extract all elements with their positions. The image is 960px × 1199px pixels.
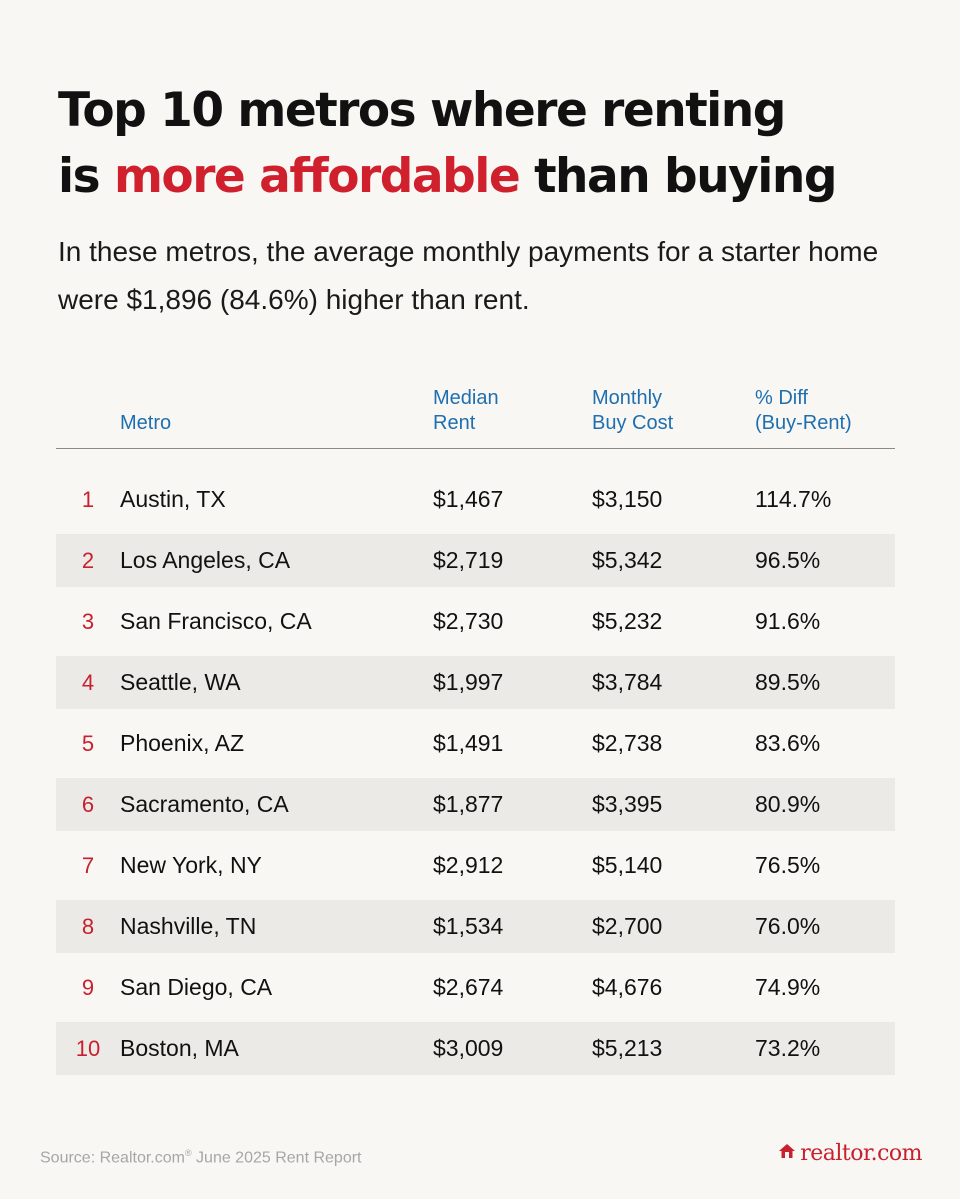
realtor-logo: realtor.com bbox=[778, 1141, 922, 1166]
rank-cell: 1 bbox=[56, 465, 120, 530]
percent-diff-cell: 74.9% bbox=[755, 953, 895, 1018]
rank-cell: 3 bbox=[56, 587, 120, 652]
buy-cost-cell: $5,213 bbox=[592, 1014, 755, 1075]
table-header-row: Metro Median Rent Monthly Buy Cost % Diff (… bbox=[56, 382, 895, 449]
metro-cell: New York, NY bbox=[120, 831, 433, 896]
brand-wordmark: realtor.com bbox=[800, 1141, 922, 1166]
percent-diff-cell: 96.5% bbox=[755, 526, 895, 591]
subtitle: In these metros, the average monthly pay… bbox=[58, 236, 879, 315]
registered-mark: ® bbox=[184, 1148, 192, 1158]
header-metro: Metro bbox=[120, 382, 433, 449]
percent-diff-cell: 83.6% bbox=[755, 709, 895, 774]
header-buy-line-2: Buy Cost bbox=[592, 412, 674, 434]
metro-cell: Austin, TX bbox=[120, 465, 433, 530]
median-rent-cell: $2,674 bbox=[433, 953, 592, 1018]
header-buy-line-1: Monthly bbox=[592, 387, 663, 409]
median-rent-cell: $3,009 bbox=[433, 1014, 592, 1075]
rank-cell: 2 bbox=[56, 526, 120, 591]
headline-line-1: Top 10 metros where renting bbox=[58, 83, 786, 138]
table-body: 1 Austin, TX $1,467 $3,150 114.7% 2 Los … bbox=[56, 449, 895, 1075]
buy-cost-cell: $5,232 bbox=[592, 587, 755, 652]
headline-line-2-suffix: than buying bbox=[519, 149, 837, 204]
buy-cost-cell: $2,738 bbox=[592, 709, 755, 774]
house-icon bbox=[778, 1142, 796, 1165]
median-rent-cell: $2,719 bbox=[433, 526, 592, 591]
source-prefix: Source: Realtor.com bbox=[40, 1149, 185, 1167]
metro-table: Metro Median Rent Monthly Buy Cost % Diff (… bbox=[56, 382, 895, 1075]
header-rent-line-2: Rent bbox=[433, 412, 476, 434]
table-row: 9 San Diego, CA $2,674 $4,676 74.9% bbox=[56, 953, 895, 1018]
headline: Top 10 metros where renting is more affo… bbox=[58, 78, 938, 210]
table-row: 1 Austin, TX $1,467 $3,150 114.7% bbox=[56, 465, 895, 530]
headline-accent: more affordable bbox=[113, 149, 521, 204]
percent-diff-cell: 76.5% bbox=[755, 831, 895, 896]
header-diff-line-1: % Diff bbox=[755, 387, 808, 409]
table-row: 10 Boston, MA $3,009 $5,213 73.2% bbox=[56, 1014, 895, 1075]
header-median-rent: Median Rent bbox=[433, 382, 592, 449]
metro-cell: Boston, MA bbox=[120, 1014, 433, 1075]
rank-cell: 8 bbox=[56, 892, 120, 957]
header-monthly-buy-cost: Monthly Buy Cost bbox=[592, 382, 755, 449]
buy-cost-cell: $3,784 bbox=[592, 648, 755, 713]
rank-cell: 4 bbox=[56, 648, 120, 713]
rank-cell: 9 bbox=[56, 953, 120, 1018]
header-percent-diff: % Diff (Buy-Rent) bbox=[755, 382, 895, 449]
table-row: 7 New York, NY $2,912 $5,140 76.5% bbox=[56, 831, 895, 896]
rank-cell: 10 bbox=[56, 1014, 120, 1075]
rank-cell: 6 bbox=[56, 770, 120, 835]
rank-cell: 7 bbox=[56, 831, 120, 896]
metro-cell: Los Angeles, CA bbox=[120, 526, 433, 591]
header-diff-line-2: (Buy-Rent) bbox=[755, 412, 852, 434]
table-row: 3 San Francisco, CA $2,730 $5,232 91.6% bbox=[56, 587, 895, 652]
metro-cell: Seattle, WA bbox=[120, 648, 433, 713]
header-metro-label: Metro bbox=[120, 412, 172, 434]
metro-cell: San Diego, CA bbox=[120, 953, 433, 1018]
table-row: 8 Nashville, TN $1,534 $2,700 76.0% bbox=[56, 892, 895, 957]
metro-cell: Nashville, TN bbox=[120, 892, 433, 957]
table-row: 6 Sacramento, CA $1,877 $3,395 80.9% bbox=[56, 770, 895, 835]
buy-cost-cell: $3,150 bbox=[592, 465, 755, 530]
median-rent-cell: $1,491 bbox=[433, 709, 592, 774]
median-rent-cell: $1,467 bbox=[433, 465, 592, 530]
metro-cell: Phoenix, AZ bbox=[120, 709, 433, 774]
median-rent-cell: $1,534 bbox=[433, 892, 592, 957]
median-rent-cell: $2,730 bbox=[433, 587, 592, 652]
rank-cell: 5 bbox=[56, 709, 120, 774]
percent-diff-cell: 91.6% bbox=[755, 587, 895, 652]
headline-line-2-prefix: is bbox=[58, 149, 114, 204]
source-suffix: June 2025 Rent Report bbox=[191, 1149, 362, 1167]
header-rank bbox=[56, 382, 120, 449]
source-note: Source: Realtor.com® June 2025 Rent Repo… bbox=[40, 1148, 361, 1167]
percent-diff-cell: 73.2% bbox=[755, 1014, 895, 1075]
table-row: 2 Los Angeles, CA $2,719 $5,342 96.5% bbox=[56, 526, 895, 591]
table-row: 5 Phoenix, AZ $1,491 $2,738 83.6% bbox=[56, 709, 895, 774]
percent-diff-cell: 89.5% bbox=[755, 648, 895, 713]
buy-cost-cell: $5,140 bbox=[592, 831, 755, 896]
header-rent-line-1: Median bbox=[433, 387, 499, 409]
percent-diff-cell: 76.0% bbox=[755, 892, 895, 957]
table-spacer bbox=[56, 449, 895, 470]
metro-cell: San Francisco, CA bbox=[120, 587, 433, 652]
buy-cost-cell: $5,342 bbox=[592, 526, 755, 591]
metro-cell: Sacramento, CA bbox=[120, 770, 433, 835]
median-rent-cell: $1,877 bbox=[433, 770, 592, 835]
buy-cost-cell: $4,676 bbox=[592, 953, 755, 1018]
median-rent-cell: $2,912 bbox=[433, 831, 592, 896]
buy-cost-cell: $2,700 bbox=[592, 892, 755, 957]
percent-diff-cell: 114.7% bbox=[755, 465, 895, 530]
table-row: 4 Seattle, WA $1,997 $3,784 89.5% bbox=[56, 648, 895, 713]
median-rent-cell: $1,997 bbox=[433, 648, 592, 713]
buy-cost-cell: $3,395 bbox=[592, 770, 755, 835]
percent-diff-cell: 80.9% bbox=[755, 770, 895, 835]
